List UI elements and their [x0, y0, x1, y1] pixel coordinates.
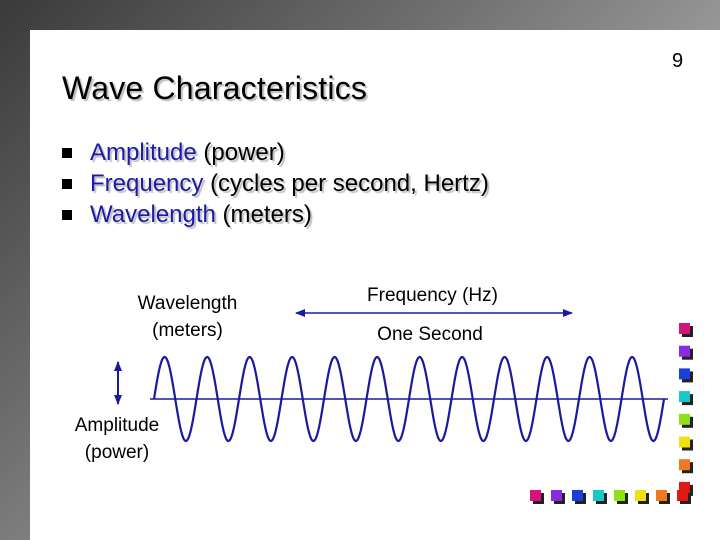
- bullet-text: Amplitude (power): [90, 137, 285, 168]
- decorative-square: [656, 490, 667, 501]
- bullet-term: Frequency: [90, 170, 204, 197]
- bullet-detail: (meters): [222, 201, 312, 228]
- square-bullet-icon: [62, 210, 72, 220]
- decorative-squares: [530, 323, 693, 504]
- decorative-square: [572, 490, 583, 501]
- decorative-square: [679, 436, 690, 448]
- decorative-square: [679, 345, 690, 357]
- page-number: 9: [672, 50, 684, 72]
- bullet-text: Frequency (cycles per second, Hertz): [90, 168, 489, 199]
- bullet-term: Amplitude: [90, 139, 197, 166]
- amplitude-label: Amplitude (power): [52, 412, 182, 466]
- decorative-square: [551, 490, 562, 501]
- decorative-square: [635, 490, 646, 501]
- bullet-text: Wavelength (meters): [90, 199, 312, 230]
- decorative-square: [677, 490, 688, 501]
- slide: [30, 30, 720, 540]
- decorative-square: [679, 323, 690, 334]
- decorative-square: [530, 490, 541, 501]
- wavelength-label-line1: Wavelength: [137, 293, 238, 314]
- decorative-square: [614, 490, 625, 501]
- bullet-detail: (power): [203, 139, 285, 166]
- one-second-label: One Second: [377, 324, 483, 345]
- frequency-label: Frequency (Hz): [367, 285, 498, 306]
- decorative-square: [679, 459, 690, 471]
- wavelength-label-line2: (meters): [152, 320, 223, 341]
- decorative-square: [679, 391, 690, 403]
- slide-title: Wave Characteristics: [62, 70, 368, 106]
- wavelength-label: Wavelength (meters): [100, 290, 275, 344]
- bullet-term: Wavelength: [90, 201, 216, 228]
- decorative-square: [679, 481, 690, 493]
- square-bullet-icon: [62, 179, 72, 189]
- sine-wave: [152, 355, 666, 443]
- decorative-square: [593, 490, 604, 501]
- amplitude-label-line2: (power): [84, 442, 150, 463]
- bullet-detail: (cycles per second, Hertz): [210, 170, 489, 197]
- amplitude-label-line1: Amplitude: [74, 415, 160, 436]
- square-bullet-icon: [62, 148, 72, 158]
- decorative-square: [679, 413, 690, 425]
- decorative-square: [679, 368, 690, 380]
